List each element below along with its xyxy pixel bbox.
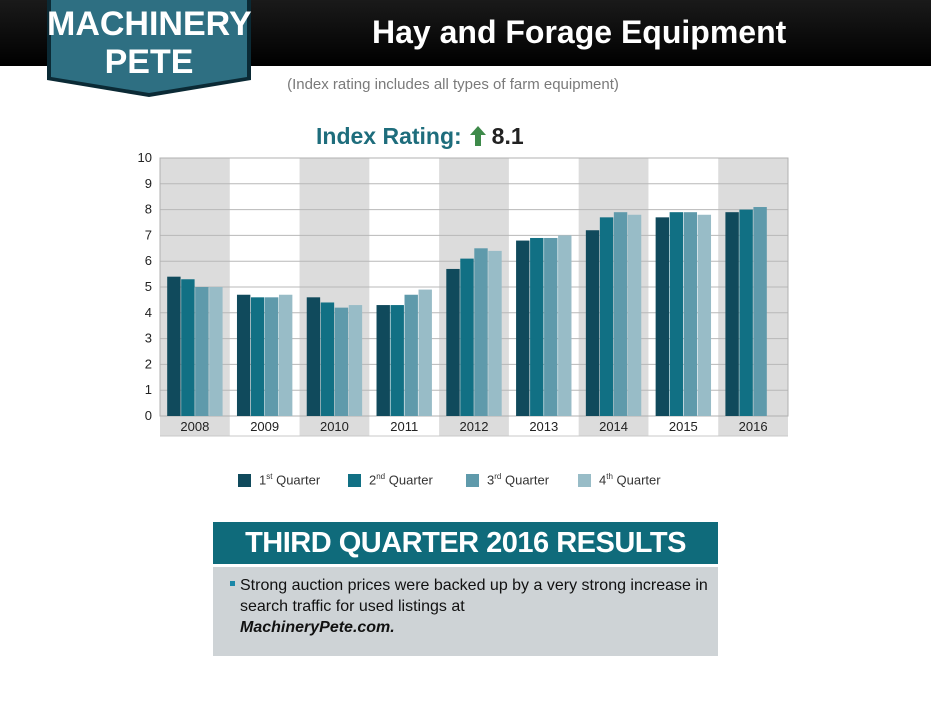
y-tick-label: 1 xyxy=(145,382,152,397)
legend-label: 3rd Quarter xyxy=(487,472,550,488)
index-rating-title: Index Rating: 8.1 xyxy=(316,122,524,150)
y-tick-label: 5 xyxy=(145,279,152,294)
bar xyxy=(181,279,195,416)
x-tick-label: 2013 xyxy=(529,419,558,434)
y-tick-label: 3 xyxy=(145,331,152,346)
y-tick-label: 4 xyxy=(145,305,152,320)
y-tick-label: 6 xyxy=(145,253,152,268)
x-tick-label: 2010 xyxy=(320,419,349,434)
bar xyxy=(530,237,544,416)
legend-item: 4th Quarter xyxy=(578,471,661,489)
y-tick-label: 7 xyxy=(145,227,152,242)
y-tick-label: 2 xyxy=(145,356,152,371)
y-tick-label: 8 xyxy=(145,202,152,217)
bar xyxy=(209,287,223,416)
y-tick-label: 0 xyxy=(145,408,152,423)
index-rating-value: 8.1 xyxy=(491,122,524,149)
bar xyxy=(697,214,712,416)
bar xyxy=(264,297,279,416)
bar xyxy=(627,214,642,416)
results-panel: Strong auction prices were backed up by … xyxy=(213,567,718,656)
y-tick-label: 10 xyxy=(138,150,152,165)
bar xyxy=(613,212,628,416)
bar xyxy=(334,307,349,416)
legend-swatch xyxy=(466,473,479,487)
y-tick-label: 9 xyxy=(145,176,152,191)
bar xyxy=(376,305,390,416)
bar xyxy=(585,230,600,416)
machinery-pete-logo: MACHINERY PETE xyxy=(47,0,252,98)
bar xyxy=(390,305,404,416)
chart-subtitle: (Index rating includes all types of farm… xyxy=(287,76,619,93)
x-tick-label: 2008 xyxy=(180,419,209,434)
index-rating-label: Index Rating: xyxy=(316,122,462,149)
legend-swatch xyxy=(348,473,361,487)
machinerypete-link[interactable]: MachineryPete.com. xyxy=(240,619,395,636)
bar xyxy=(725,212,739,416)
x-tick-label: 2009 xyxy=(250,419,279,434)
chart-legend: 1st Quarter 2nd Quarter 3rd Quarter 4th Qua… xyxy=(238,471,678,489)
legend-label: 1st Quarter xyxy=(259,472,321,488)
logo-text-machinery: MACHINERY xyxy=(47,5,252,43)
x-tick-label: 2015 xyxy=(669,419,698,434)
bar xyxy=(167,276,181,416)
bar xyxy=(348,305,363,416)
bar xyxy=(753,207,767,416)
bar xyxy=(418,289,432,416)
bar xyxy=(320,302,335,416)
results-bullet-text: Strong auction prices were backed up by … xyxy=(240,577,708,615)
bar xyxy=(474,248,488,416)
legend-item: 3rd Quarter xyxy=(466,471,549,489)
x-tick-label: 2016 xyxy=(739,419,768,434)
bar xyxy=(488,250,502,416)
bar xyxy=(669,212,684,416)
bar xyxy=(460,258,474,416)
legend-swatch xyxy=(578,473,591,487)
bar xyxy=(683,212,698,416)
plot-border xyxy=(159,157,789,417)
legend-item: 2nd Quarter xyxy=(348,471,433,489)
bar xyxy=(558,235,572,416)
bar xyxy=(599,217,614,416)
x-tick-label: 2011 xyxy=(390,419,418,434)
bar xyxy=(195,287,209,416)
x-tick-label: 2014 xyxy=(599,419,628,434)
bullet-marker xyxy=(230,581,235,586)
x-tick-label: 2012 xyxy=(460,419,489,434)
up-arrow-icon xyxy=(469,126,486,146)
logo-text-pete: PETE xyxy=(104,43,194,81)
legend-label: 4th Quarter xyxy=(599,472,661,488)
bar xyxy=(306,297,321,416)
legend-label: 2nd Quarter xyxy=(369,472,433,488)
page-title: Hay and Forage Equipment xyxy=(372,14,787,50)
bar xyxy=(446,268,460,416)
bar xyxy=(250,297,265,416)
bar xyxy=(404,294,418,416)
results-header: THIRD QUARTER 2016 RESULTS xyxy=(213,522,718,564)
legend-item: 1st Quarter xyxy=(238,471,320,489)
bar xyxy=(516,240,530,416)
results-bullet: Strong auction prices were backed up by … xyxy=(240,575,710,638)
bar xyxy=(739,209,753,416)
bar xyxy=(278,294,293,416)
bar xyxy=(236,294,251,416)
bar xyxy=(655,217,670,416)
bar xyxy=(544,237,558,416)
legend-swatch xyxy=(238,473,251,487)
